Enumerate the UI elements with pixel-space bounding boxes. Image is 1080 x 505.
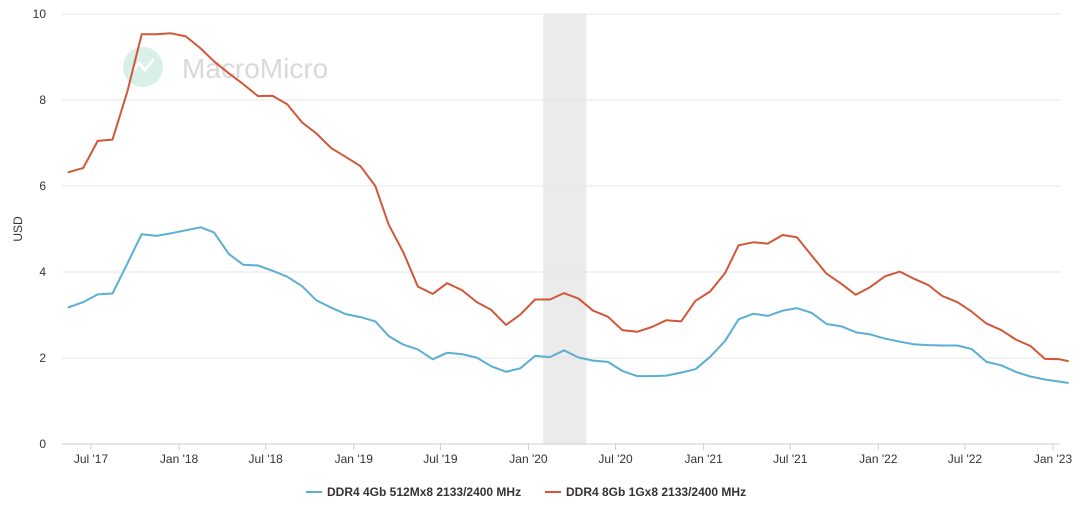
grid-layer: [62, 13, 1060, 359]
y-tick-label: 4: [39, 265, 46, 279]
x-tick-label: Jul '18: [249, 452, 284, 466]
y-axis-title: USD: [11, 216, 25, 242]
series-line-1: [67, 226, 1069, 384]
y-tick-label: 10: [33, 7, 47, 21]
x-tick-label: Jul '17: [74, 452, 109, 466]
legend-label-1: DDR4 4Gb 512Mx8 2133/2400 MHz: [327, 485, 521, 499]
x-tick-label: Jan '23: [1034, 452, 1073, 466]
x-tick-label: Jan '18: [160, 452, 199, 466]
x-tick-label: Jan '19: [335, 452, 374, 466]
series-layer: [67, 32, 1069, 384]
shaded-region-layer: [543, 14, 587, 444]
watermark-text: MacroMicro: [182, 53, 328, 84]
y-tick-label: 2: [39, 351, 46, 365]
y-tick-label: 0: [39, 437, 46, 451]
x-tick-label: Jul '20: [598, 452, 633, 466]
y-tick-label: 6: [39, 179, 46, 193]
watermark: MacroMicro: [123, 47, 328, 87]
x-tick-label: Jul '22: [948, 452, 983, 466]
x-tick-label: Jul '19: [423, 452, 458, 466]
series-line-2: [67, 32, 1069, 362]
legend: DDR4 4Gb 512Mx8 2133/2400 MHz DDR4 8Gb 1G…: [306, 485, 746, 499]
y-tick-label: 8: [39, 93, 46, 107]
shaded-region: [543, 14, 587, 444]
legend-label-2: DDR4 8Gb 1Gx8 2133/2400 MHz: [566, 485, 746, 499]
x-tick-label: Jan '22: [859, 452, 898, 466]
x-tick-label: Jul '21: [773, 452, 808, 466]
x-tick-label: Jan '20: [509, 452, 548, 466]
x-tick-label: Jan '21: [684, 452, 723, 466]
axis-layer: 0 2 4 6 8 10 Jul '17 Jan '18 Jul '18 Jan '19 Jul '…: [33, 7, 1073, 466]
macromicro-logo-icon: [123, 47, 163, 87]
